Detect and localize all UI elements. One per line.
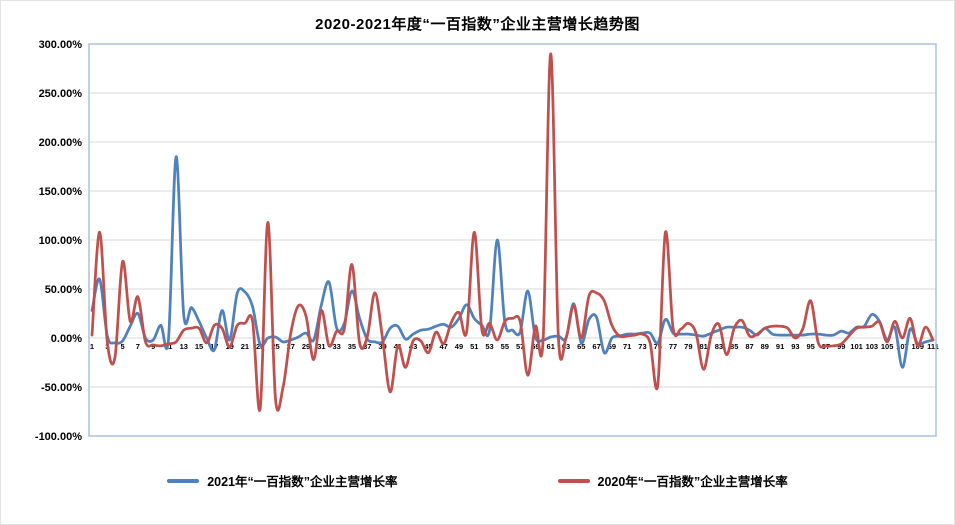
x-axis-tick-label: 47 xyxy=(440,342,448,351)
chart-title: 2020-2021年度“一百指数”企业主营增长趋势图 xyxy=(315,16,640,33)
x-axis-tick-label: 87 xyxy=(745,342,753,351)
x-axis-tick-label: 107 xyxy=(896,342,909,351)
x-axis-tick-label: 101 xyxy=(850,342,863,351)
x-axis-tick-label: 85 xyxy=(730,342,738,351)
x-axis-tick-label: 1 xyxy=(90,342,94,351)
x-axis-tick-label: 37 xyxy=(363,342,371,351)
legend-line-2020-icon xyxy=(557,478,590,483)
x-axis-tick-label: 89 xyxy=(761,342,769,351)
chart-legend: 2021年“一百指数”企业主营增长率 2020年“一百指数”企业主营增长率 xyxy=(1,471,954,490)
y-axis-tick-label: 150.00% xyxy=(39,186,83,198)
x-axis-tick-label: 91 xyxy=(776,342,784,351)
x-axis-tick-label: 67 xyxy=(592,342,600,351)
plot-border xyxy=(88,43,937,437)
x-axis-tick-label: 111 xyxy=(927,342,939,351)
x-axis-tick-label: 13 xyxy=(180,342,188,351)
y-axis-tick-label: 100.00% xyxy=(39,235,83,247)
x-axis-tick-label: 25 xyxy=(271,342,279,351)
x-axis-tick-label: 27 xyxy=(287,342,295,351)
x-axis-tick-label: 93 xyxy=(791,342,799,351)
y-axis-tick-label: -100.00% xyxy=(35,431,82,443)
x-axis-tick-label: 71 xyxy=(623,342,631,351)
legend-label-2021: 2021年“一百指数”企业主营增长率 xyxy=(207,475,398,489)
x-axis-tick-label: 33 xyxy=(332,342,340,351)
x-axis-tick-label: 21 xyxy=(241,342,249,351)
x-axis-tick-label: 31 xyxy=(317,342,325,351)
series-line-2021 xyxy=(90,155,935,369)
x-axis-tick-label: 59 xyxy=(531,342,539,351)
y-axis-tick-label: -50.00% xyxy=(41,382,82,394)
x-axis-tick-label: 55 xyxy=(501,342,509,351)
x-axis-tick-label: 77 xyxy=(669,342,677,351)
x-axis-tick-label: 75 xyxy=(654,342,662,351)
legend-line-2021-icon xyxy=(167,478,200,483)
x-axis-tick-label: 61 xyxy=(547,342,555,351)
x-axis-tick-label: 69 xyxy=(608,342,616,351)
x-axis-tick-label: 35 xyxy=(348,342,356,351)
x-axis-tick-label: 63 xyxy=(562,342,570,351)
x-axis-tick-label: 45 xyxy=(424,342,432,351)
x-axis-tick-label: 29 xyxy=(302,342,310,351)
legend-item-2021: 2021年“一百指数”企业主营增长率 xyxy=(167,471,398,490)
x-axis-tick-label: 43 xyxy=(409,342,417,351)
x-axis-tick-label: 57 xyxy=(516,342,524,351)
y-axis-tick-label: 250.00% xyxy=(39,88,83,100)
y-axis-tick-label: 50.00% xyxy=(45,284,83,296)
y-axis-tick-label: 200.00% xyxy=(39,137,83,149)
x-axis-tick-label: 83 xyxy=(715,342,723,351)
x-axis-tick-label: 73 xyxy=(638,342,646,351)
y-axis-tick-label: 0.00% xyxy=(51,333,82,345)
x-axis-tick-label: 95 xyxy=(807,342,815,351)
x-axis-tick-label: 105 xyxy=(881,342,894,351)
x-axis-tick-label: 65 xyxy=(577,342,585,351)
x-axis-tick-label: 81 xyxy=(699,342,707,351)
x-axis-tick-label: 103 xyxy=(866,342,879,351)
x-axis-tick-label: 79 xyxy=(684,342,692,351)
legend-label-2020: 2020年“一百指数”企业主营增长率 xyxy=(597,475,788,489)
y-axis-tick-label: 300.00% xyxy=(39,39,83,51)
series-line-2020 xyxy=(90,52,935,412)
x-axis-tick-label: 7 xyxy=(136,342,140,351)
x-axis-tick-label: 15 xyxy=(195,342,203,351)
x-axis-tick-label: 5 xyxy=(120,342,124,351)
x-axis-tick-label: 53 xyxy=(485,342,493,351)
x-axis-tick-label: 51 xyxy=(470,342,478,351)
legend-item-2020: 2020年“一百指数”企业主营增长率 xyxy=(557,471,788,490)
x-axis-tick-label: 99 xyxy=(837,342,845,351)
x-axis-tick-label: 9 xyxy=(151,342,155,351)
x-axis-tick-label: 49 xyxy=(455,342,463,351)
